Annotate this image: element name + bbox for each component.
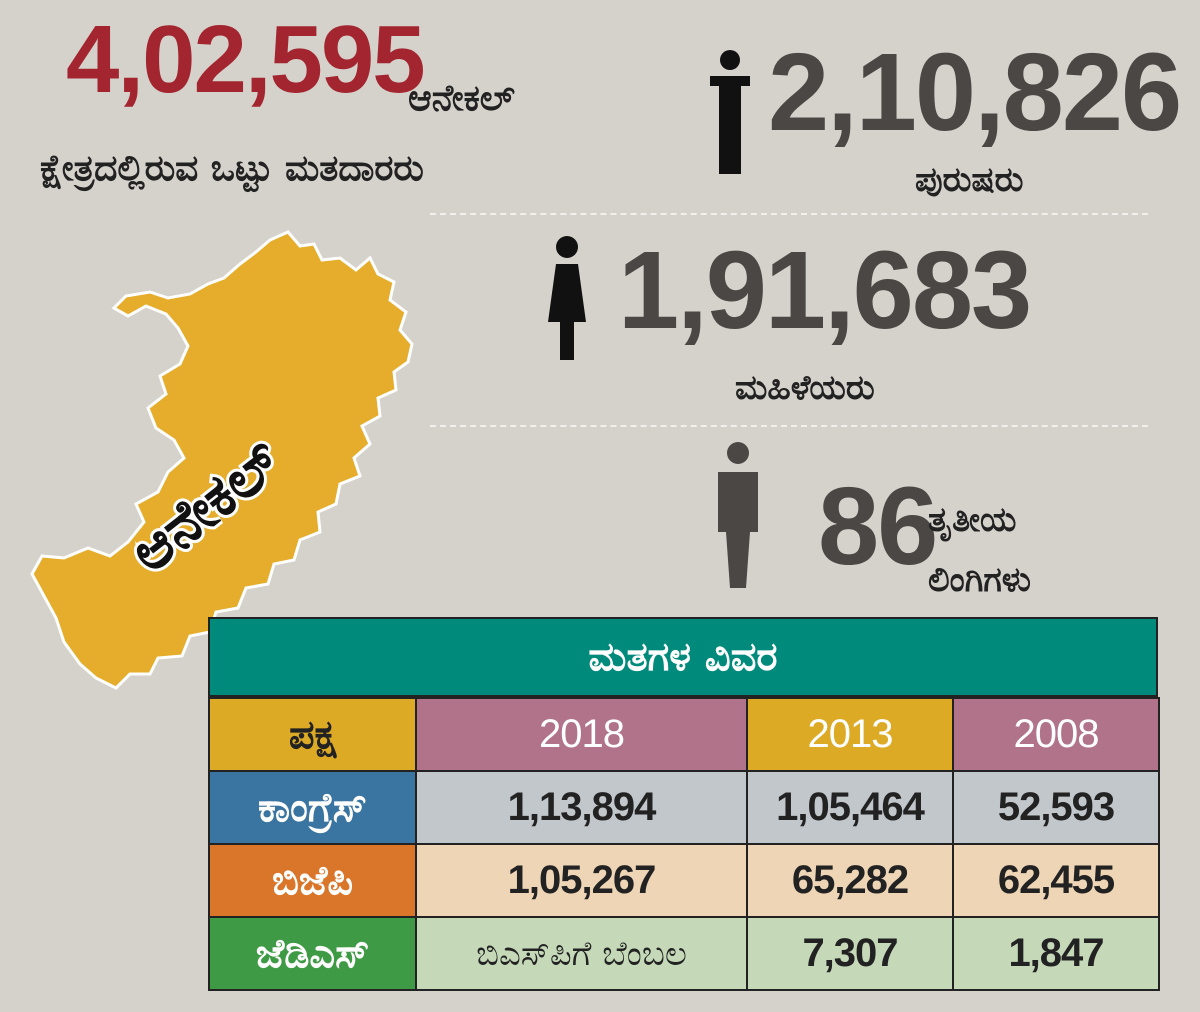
total-voters-label-line2: ಕ್ಷೇತ್ರದಲ್ಲಿರುವ ಒಟ್ಟು ಮತದಾರರು — [40, 148, 424, 189]
table-row: ಕಾಂಗ್ರೆಸ್ 1,13,894 1,05,464 52,593 — [208, 770, 1160, 845]
header-party: ಪಕ್ಷ — [208, 697, 417, 772]
male-voters-number: 2,10,826 — [768, 31, 1182, 154]
vote-table: ಪಕ್ಷ 2018 2013 2008 ಕಾಂಗ್ರೆಸ್ 1,13,894 1… — [208, 697, 1160, 991]
header-year-2018: 2018 — [415, 697, 748, 772]
vote-table-title-bar: ಮತಗಳ ವಿವರ — [208, 617, 1158, 697]
table-cell: 7,307 — [746, 916, 954, 991]
party-bjp: ಬಿಜೆಪಿ — [208, 843, 417, 918]
male-voters-label: ಪುರುಷರು — [915, 160, 1024, 200]
third-gender-label-line2: ಲಿಂಗಿಗಳು — [928, 560, 1031, 600]
vote-table-title: ಮತಗಳ ವಿವರ — [588, 634, 778, 680]
female-person-icon — [548, 236, 586, 360]
table-cell: 52,593 — [952, 770, 1160, 845]
anekal-map: ಆನೇಕಲ್ — [30, 230, 414, 690]
table-cell: ಬಿಎಸ್‌ಪಿಗೆ ಬೆಂಬಲ — [415, 916, 748, 991]
party-congress: ಕಾಂಗ್ರೆಸ್ — [208, 770, 417, 845]
male-person-icon — [710, 50, 750, 174]
table-cell: 1,13,894 — [415, 770, 748, 845]
table-cell: 1,847 — [952, 916, 1160, 991]
table-row: ಬಿಜೆಪಿ 1,05,267 65,282 62,455 — [208, 843, 1160, 918]
table-cell: 62,455 — [952, 843, 1160, 918]
female-voters-label: ಮಹಿಳೆಯರು — [735, 368, 875, 408]
total-voters-label-line1: ಆನೇಕಲ್ — [408, 78, 515, 119]
table-cell: 1,05,267 — [415, 843, 748, 918]
table-cell: 65,282 — [746, 843, 954, 918]
anekal-map-shape — [30, 230, 414, 690]
table-row: ಜೆಡಿಎಸ್ ಬಿಎಸ್‌ಪಿಗೆ ಬೆಂಬಲ 7,307 1,847 — [208, 916, 1160, 991]
third-gender-label-line1: ತೃತೀಯ — [928, 500, 1017, 540]
third-gender-voters-number: 86 — [818, 465, 938, 588]
total-voters-number: 4,02,595 — [66, 6, 426, 113]
header-year-2008: 2008 — [952, 697, 1160, 772]
table-cell: 1,05,464 — [746, 770, 954, 845]
third-gender-person-icon — [718, 442, 758, 588]
party-jds: ಜೆಡಿಎಸ್ — [208, 916, 417, 991]
divider — [430, 213, 1148, 215]
vote-table-header-row: ಪಕ್ಷ 2018 2013 2008 — [208, 697, 1160, 772]
header-year-2013: 2013 — [746, 697, 954, 772]
female-voters-number: 1,91,683 — [618, 229, 1032, 352]
divider — [430, 425, 1148, 427]
